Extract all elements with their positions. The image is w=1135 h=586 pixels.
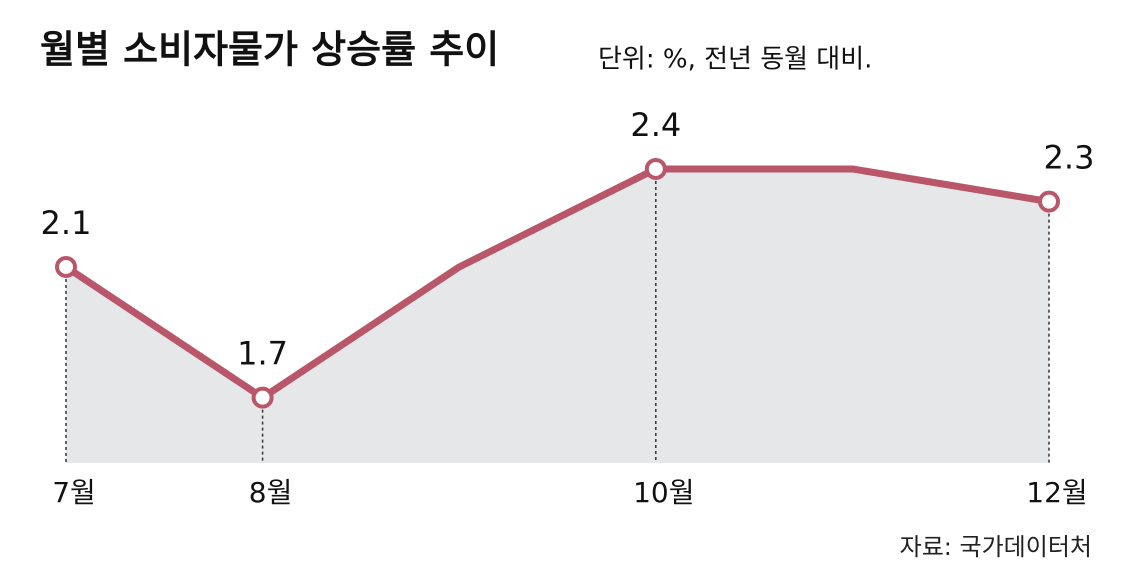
value-label: 2.4	[630, 106, 681, 144]
value-label: 1.7	[237, 335, 288, 373]
source: 자료: 국가데이터처	[900, 533, 1092, 561]
chart-subtitle: 단위: %, 전년 동월 대비.	[598, 45, 872, 75]
x-tick-label: 8월	[249, 476, 293, 509]
x-tick-label: 10월	[633, 476, 694, 509]
line	[64, 165, 1050, 402]
area	[66, 168, 1049, 464]
point	[251, 386, 274, 409]
chart-title: 월별 소비자물가 상승률 추이	[40, 28, 499, 72]
point	[1038, 190, 1060, 213]
value-label: 2.3	[1044, 139, 1095, 177]
x-tick-label: 7월	[52, 476, 96, 509]
point	[644, 157, 667, 180]
value-label: 2.1	[41, 204, 92, 242]
point	[55, 255, 77, 278]
x-tick-label: 12월	[1026, 476, 1087, 509]
